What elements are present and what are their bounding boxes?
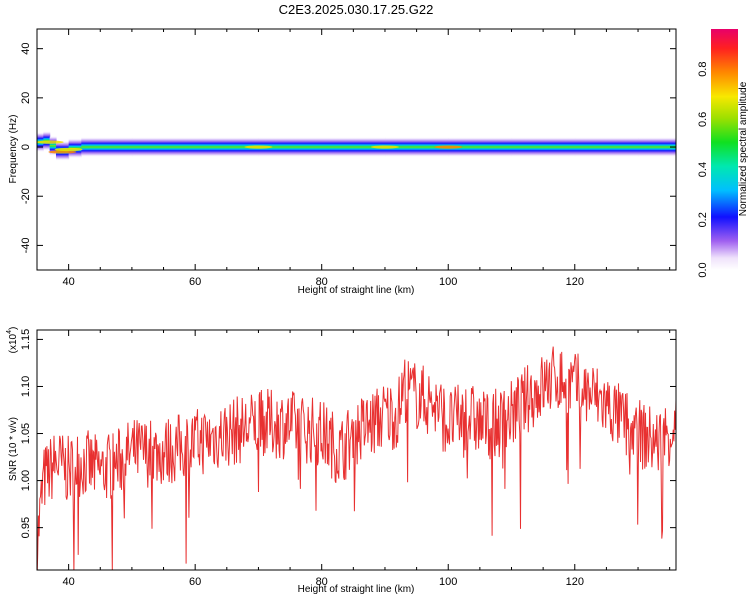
y-tick-label: 0 [20, 144, 32, 150]
y-axis-label: SNR (10 * v/v) [8, 417, 19, 481]
x-tick-label: 80 [316, 276, 328, 288]
x-axis-label: Height of straight line (km) [298, 285, 415, 296]
y-tick-label: 0.95 [20, 517, 32, 538]
band-segment [384, 137, 449, 158]
y-tick-label: 20 [20, 92, 32, 104]
y-multiplier-label: (x104) [6, 327, 19, 354]
y-tick-label: 1.00 [20, 470, 32, 491]
y-axis-ticks: 40 20 0 -20 -40 [20, 43, 676, 253]
band-peak [370, 145, 399, 149]
band-segment [574, 137, 639, 158]
x-axis-label: Height of straight line (km) [298, 584, 415, 595]
band-peak [54, 147, 83, 152]
y-tick-label: 40 [20, 43, 32, 55]
snr-panel: 40 60 80 100 120 0.95 1.00 1.05 1.10 1.15 Height… [6, 327, 677, 595]
colorbar-ticks: 0.0 0.2 0.4 0.6 0.8 [697, 62, 709, 278]
snr-frame [36, 329, 677, 571]
band-segment [258, 137, 386, 158]
colorbar-tick-label: 0.4 [697, 162, 709, 177]
y-tick-label: -20 [20, 188, 32, 204]
band-segment [81, 137, 133, 158]
colorbar: 0.0 0.2 0.4 0.6 0.8 Normalized spectral ampl… [697, 29, 749, 278]
spectrogram-frame [36, 28, 677, 271]
y-axis-ticks: 0.95 1.00 1.05 1.10 1.15 [20, 329, 676, 538]
x-tick-label: 40 [63, 276, 75, 288]
spectrogram-panel: 40 60 80 100 120 40 20 0 -20 -40 Height of strai… [8, 28, 677, 296]
band-segment [638, 137, 676, 158]
x-axis-ticks: 40 60 80 100 120 [36, 29, 671, 288]
colorbar-tick-label: 0.0 [697, 262, 709, 277]
multiplier-exponent: 4 [6, 330, 13, 334]
y-tick-label: 1.10 [20, 376, 32, 397]
spectral-band [37, 130, 676, 161]
band-segment [511, 137, 576, 158]
snr-series-line [37, 346, 676, 570]
x-tick-label: 120 [566, 576, 584, 588]
x-tick-label: 80 [316, 576, 328, 588]
band-segment [131, 137, 260, 158]
x-tick-label: 60 [189, 276, 201, 288]
x-axis-ticks: 40 60 80 100 120 [36, 330, 671, 588]
band-segment [49, 135, 57, 156]
y-tick-label: -40 [20, 237, 32, 253]
svg-text:(x104): (x104) [6, 327, 19, 354]
multiplier-close: ) [8, 327, 19, 330]
x-tick-label: 40 [63, 576, 75, 588]
colorbar-gradient [711, 29, 738, 270]
x-tick-label: 60 [189, 576, 201, 588]
x-tick-label: 100 [439, 276, 457, 288]
band-peak [37, 140, 64, 144]
colorbar-tick-label: 0.2 [697, 212, 709, 227]
chart-title: C2E3.2025.030.17.25.G22 [279, 2, 434, 17]
y-tick-label: 1.05 [20, 423, 32, 444]
colorbar-label: Normalized spectral amplitude [738, 81, 749, 216]
y-axis-label: Frequency (Hz) [8, 115, 19, 184]
y-tick-label: 1.15 [20, 329, 32, 350]
colorbar-tick-label: 0.6 [697, 112, 709, 127]
x-tick-label: 120 [566, 276, 584, 288]
band-peak [434, 145, 463, 149]
x-tick-label: 100 [439, 576, 457, 588]
band-peak [48, 150, 77, 154]
band-peak [244, 145, 273, 149]
colorbar-tick-label: 0.8 [697, 62, 709, 77]
band-segment [448, 137, 513, 158]
multiplier-base: (x10 [8, 333, 19, 353]
